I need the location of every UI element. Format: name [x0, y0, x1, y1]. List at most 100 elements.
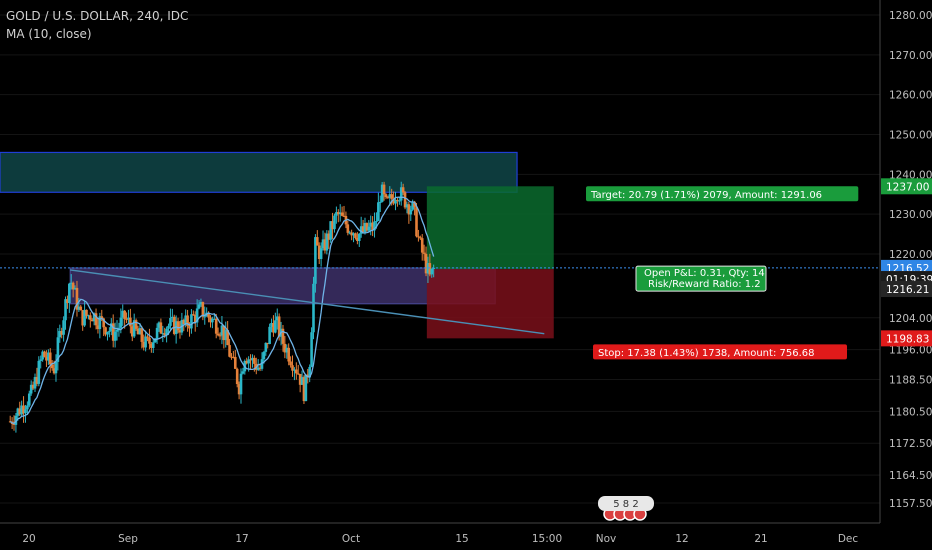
target-price-tag-bg: [881, 178, 932, 195]
price-tick-label: 1188.50: [889, 375, 932, 387]
time-tick-label: 17: [235, 533, 248, 545]
candle-body: [245, 360, 249, 364]
candle-body: [69, 282, 73, 284]
candle-body: [338, 212, 342, 215]
candle-body: [104, 327, 107, 335]
price-tick-label: 1220.00: [889, 249, 932, 261]
candle-body: [308, 366, 311, 378]
candle-body: [398, 200, 401, 202]
candle-body: [260, 359, 264, 369]
stop-label: Stop: 17.38 (1.43%) 1738, Amount: 756.68: [598, 348, 814, 359]
candle-body: [291, 365, 294, 371]
price-tick-label: 1250.00: [889, 130, 932, 142]
candle-body: [422, 252, 426, 254]
candle-body: [163, 333, 167, 336]
time-tick-label: 12: [675, 533, 688, 545]
candle-body: [68, 283, 71, 304]
candle-body: [285, 347, 289, 353]
candle-body: [321, 239, 325, 249]
price-tick-label: 1172.50: [889, 438, 932, 450]
candle-body: [22, 405, 25, 414]
candle-body: [310, 332, 313, 367]
candle-body: [375, 221, 378, 223]
candle-body: [369, 222, 373, 227]
candle-body: [274, 320, 277, 333]
candle-body: [295, 369, 298, 374]
candle-body: [75, 287, 79, 310]
candle-body: [230, 356, 233, 358]
candle-body: [365, 223, 369, 231]
candle-body: [119, 317, 123, 328]
events-badge[interactable]: 5 8 2: [598, 496, 654, 521]
candle-body: [251, 357, 254, 361]
candle-body: [155, 327, 159, 339]
candle-body: [224, 330, 228, 341]
candle-body: [409, 209, 413, 215]
zones: [0, 151, 554, 339]
candle-body: [293, 369, 296, 371]
candle-body: [29, 384, 33, 394]
candle-body: [73, 287, 77, 290]
candle-body: [14, 415, 18, 425]
time-tick-label: Dec: [838, 533, 859, 545]
candle-body: [109, 323, 113, 331]
candle-body: [159, 322, 163, 334]
candle-body: [333, 215, 336, 230]
candle-body: [132, 320, 136, 337]
candle-body: [275, 316, 279, 321]
candle-body: [272, 322, 275, 333]
candle-body: [373, 221, 376, 231]
time-tick-label: 20: [22, 533, 35, 545]
candle-body: [94, 313, 98, 326]
candle-body: [277, 316, 281, 337]
candle-body: [16, 408, 20, 416]
candle-body: [304, 374, 308, 402]
candle-body: [340, 212, 344, 216]
candle-body: [193, 315, 197, 323]
resistance-zone: [0, 151, 518, 193]
candle-body: [33, 377, 37, 389]
candle-body: [314, 237, 317, 284]
candle-body: [268, 326, 271, 344]
candle-body: [47, 352, 50, 361]
candle-body: [270, 322, 273, 327]
candle-body: [151, 342, 155, 348]
candle-body: [216, 333, 220, 336]
candle-body: [407, 204, 411, 215]
candle-body: [232, 356, 235, 358]
candle-body: [430, 268, 434, 275]
candle-body: [129, 317, 132, 327]
candle-body: [92, 313, 96, 322]
price-axis[interactable]: 1280.001270.001260.001250.001240.001230.…: [879, 0, 932, 523]
target-price-tag: 1237.00: [886, 181, 929, 193]
candle-body: [262, 351, 266, 360]
candle-body: [190, 314, 193, 329]
candle-body: [302, 377, 306, 402]
candle-body: [115, 329, 119, 332]
candle-body: [45, 356, 48, 361]
candle-body: [361, 226, 365, 233]
candle-body: [27, 393, 31, 406]
price-tick-label: 1157.50: [889, 498, 932, 510]
candle-body: [317, 245, 321, 260]
candle-body: [228, 345, 231, 357]
candle-body: [405, 204, 409, 208]
price-tick-label: 1270.00: [889, 50, 932, 62]
candle-body: [165, 328, 168, 336]
candle-body: [117, 327, 121, 330]
pnl-box: [635, 265, 767, 292]
candle-body: [77, 306, 81, 310]
candle-body: [298, 374, 302, 385]
position-labels: Target: 20.79 (1.71%) 2079, Amount: 1291…: [586, 186, 859, 360]
candle-body: [241, 371, 245, 374]
candle-body: [336, 212, 340, 215]
candle-body: [325, 233, 329, 251]
time-tick-label: 15:00: [532, 533, 562, 545]
stop-label-bg: [593, 344, 847, 360]
trendline[interactable]: [70, 269, 545, 335]
candle-body: [192, 314, 195, 316]
candle-body: [161, 333, 165, 335]
time-axis[interactable]: 20 Sep 17 Oct 15 15:00 Nov 12 21 Dec: [0, 522, 880, 545]
candle-body: [222, 325, 226, 341]
